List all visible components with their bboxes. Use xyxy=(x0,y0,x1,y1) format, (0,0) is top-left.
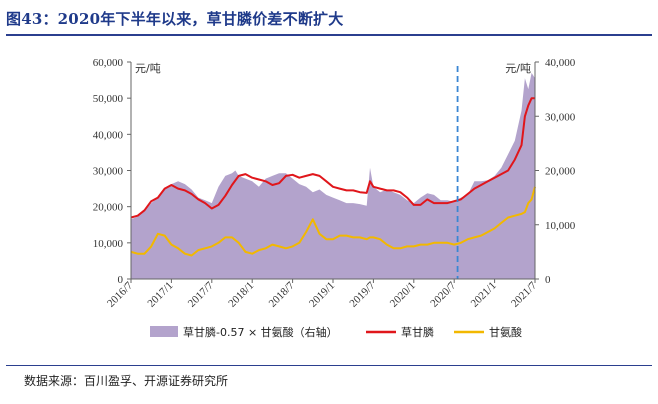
series-glycine-line xyxy=(130,186,536,257)
x-tick-label: 2019/1 xyxy=(307,280,337,310)
series-glyphosate-line xyxy=(130,97,535,219)
x-tick-label: 2020/1 xyxy=(388,280,418,310)
x-tick-label: 2018/7 xyxy=(267,279,297,309)
left-tick-label: 30,000 xyxy=(93,166,124,178)
source-note: 数据来源：百川盈孚、开源证券研究所 xyxy=(24,374,229,388)
top-rule xyxy=(6,34,652,36)
figure-title: 图43：2020年下半年以来，草甘膦价差不断扩大 xyxy=(6,10,344,28)
bottom-rule xyxy=(6,365,652,366)
x-tick-label: 2017/1 xyxy=(145,280,175,310)
right-tick-label: 40,000 xyxy=(545,57,576,69)
x-tick-label: 2017/7 xyxy=(186,279,216,309)
right-unit-label: 元/吨 xyxy=(505,62,531,75)
right-tick-label: 10,000 xyxy=(545,220,576,232)
left-tick-label: 40,000 xyxy=(93,129,124,141)
legend-label-glyphosate: 草甘膦 xyxy=(401,326,434,339)
legend-label-glycine: 甘氨酸 xyxy=(489,325,522,339)
series-spread-area xyxy=(131,72,535,280)
x-tick-label: 2020/7 xyxy=(428,279,458,309)
right-tick-label: 30,000 xyxy=(545,111,576,123)
legend-swatch-spread xyxy=(150,326,178,337)
x-tick-label: 2021/7 xyxy=(509,279,539,309)
left-tick-label: 60,000 xyxy=(93,57,124,69)
chart: 0 10,000 20,000 30,000 40,000 50,000 60,000 0 10… xyxy=(93,57,576,339)
x-tick-label: 2021/1 xyxy=(469,280,499,310)
right-tick-label: 0 xyxy=(545,274,551,286)
x-tick-label: 2018/1 xyxy=(226,280,256,310)
left-tick-label: 50,000 xyxy=(93,93,124,105)
left-tick-label: 10,000 xyxy=(93,238,124,250)
left-tick-label: 0 xyxy=(118,274,124,286)
right-tick-label: 20,000 xyxy=(545,166,576,178)
left-unit-label: 元/吨 xyxy=(135,62,161,75)
left-tick-label: 20,000 xyxy=(93,202,124,214)
legend-label-spread: 草甘膦-0.57 × 甘氨酸（右轴） xyxy=(183,325,338,339)
x-tick-label: 2019/7 xyxy=(347,279,377,309)
